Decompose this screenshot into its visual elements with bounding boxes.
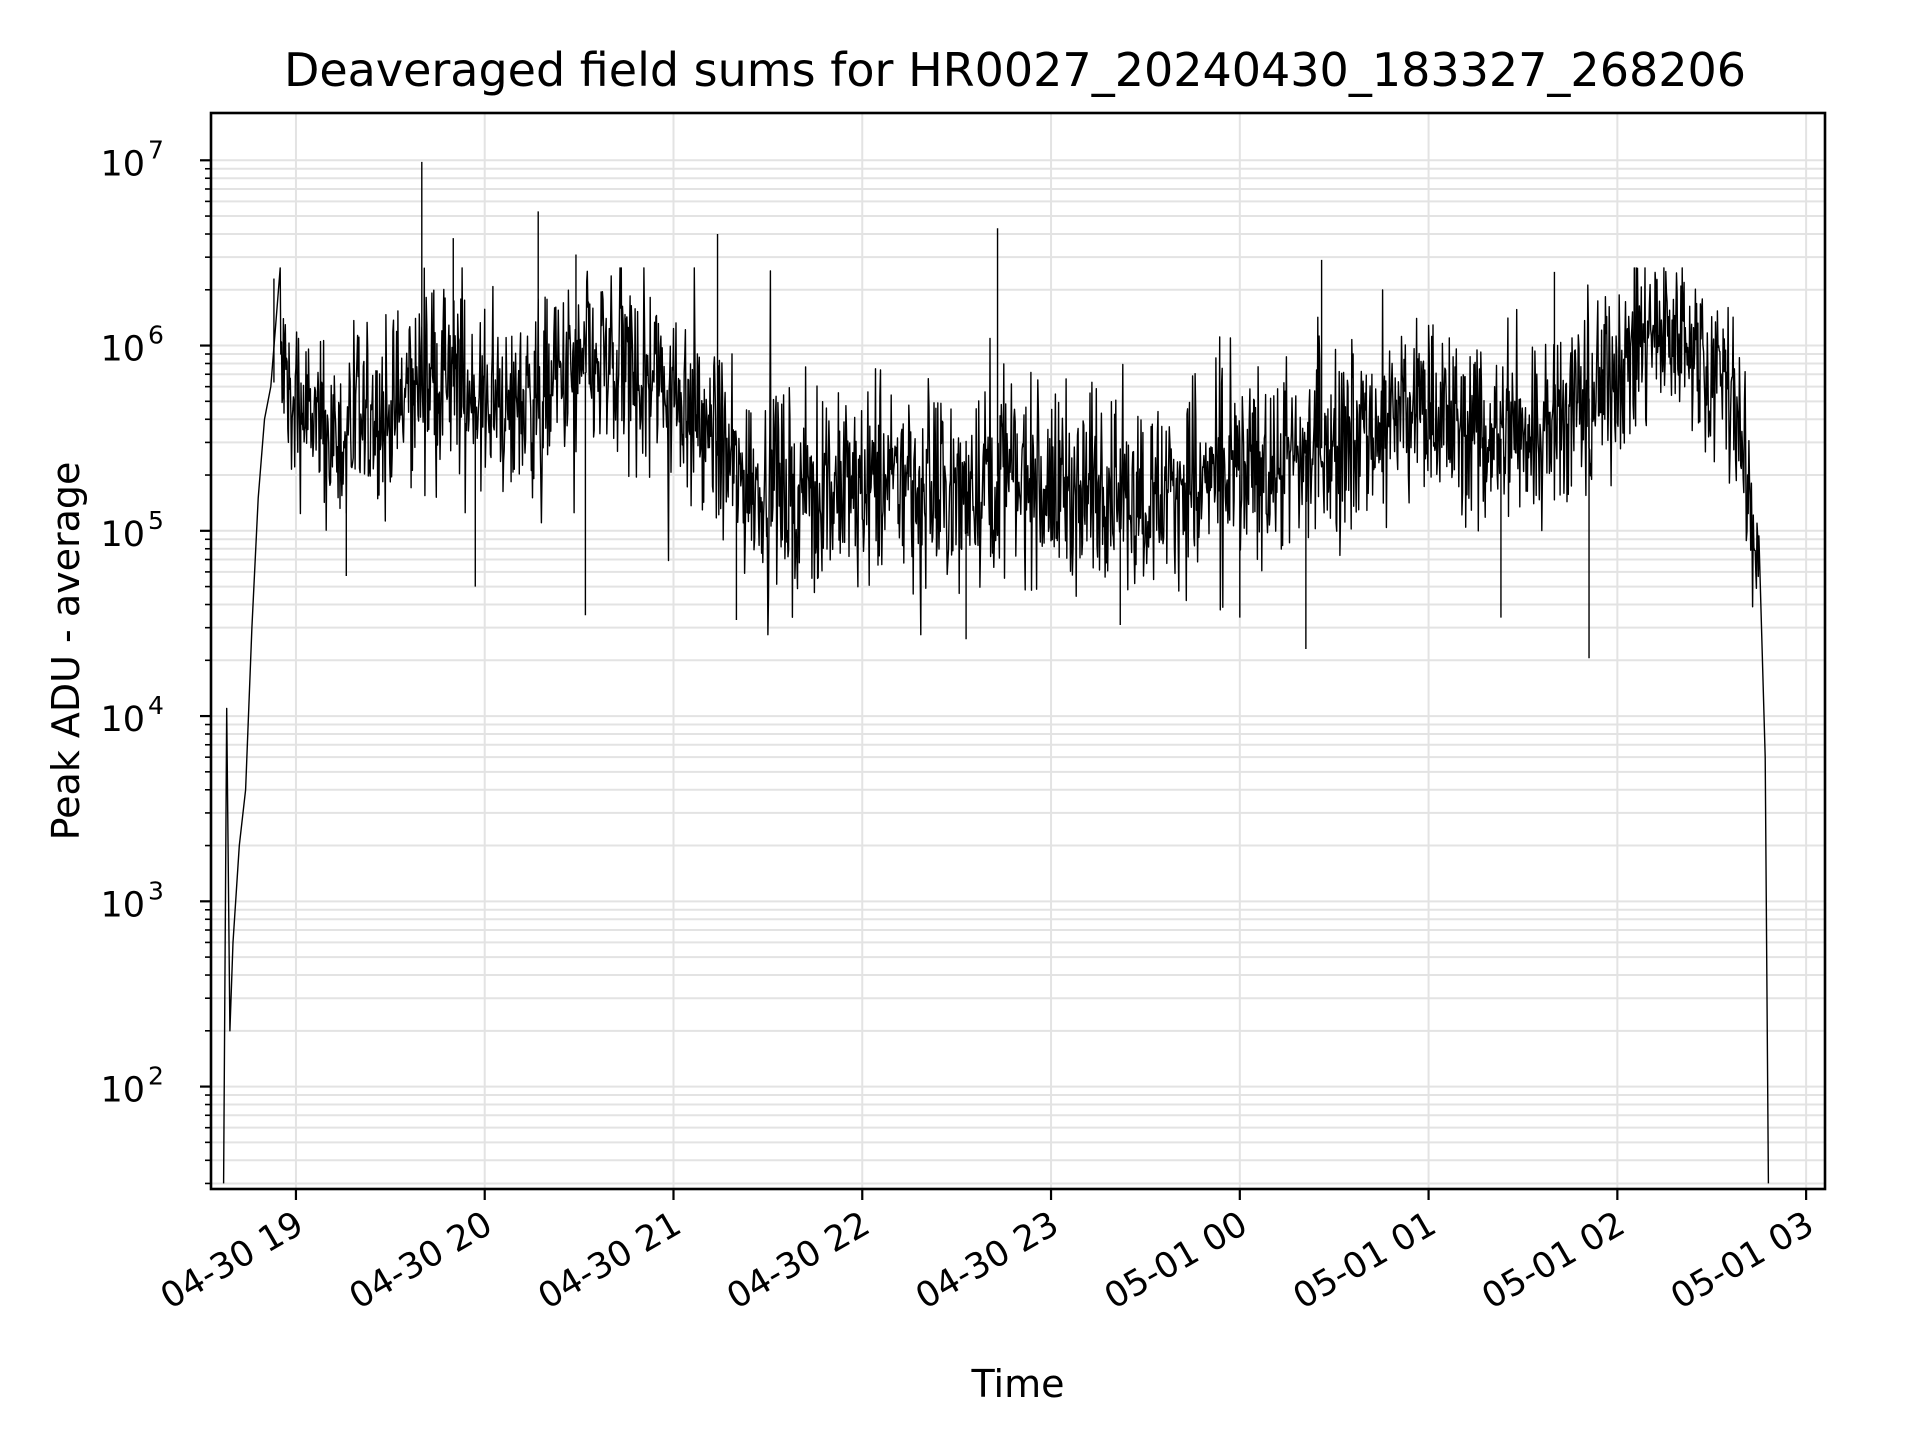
y-tick-exponent: 4 <box>148 691 164 720</box>
y-tick-exponent: 3 <box>148 876 164 905</box>
y-tick-exponent: 7 <box>148 135 164 164</box>
y-axis-label: Peak ADU - average <box>44 462 88 841</box>
y-tick-exponent: 6 <box>148 321 164 350</box>
plot-frame <box>209 111 1827 1191</box>
y-tick-label: 10 <box>100 330 145 370</box>
y-tick-label: 10 <box>100 144 145 184</box>
chart-title: Deaveraged field sums for HR0027_2024043… <box>284 43 1746 97</box>
series-line <box>222 267 1770 1184</box>
y-tick-exponent: 2 <box>148 1062 164 1091</box>
y-tick-exponent: 5 <box>148 506 164 535</box>
y-tick-label: 10 <box>100 885 145 925</box>
y-tick-label: 10 <box>100 515 145 555</box>
plot-area <box>222 161 1770 1184</box>
y-tick-label: 10 <box>100 1071 145 1111</box>
y-tick-label: 10 <box>100 700 145 740</box>
x-axis-label: Time <box>971 1362 1065 1406</box>
